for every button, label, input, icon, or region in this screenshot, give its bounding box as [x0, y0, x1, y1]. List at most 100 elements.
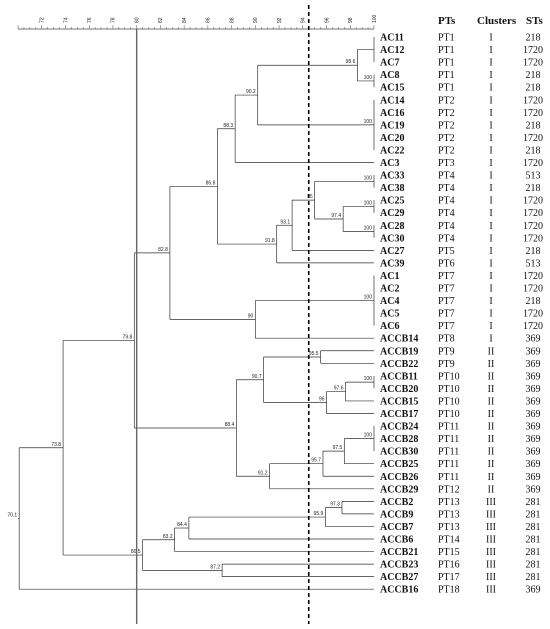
cluster-value: III: [486, 497, 496, 508]
st-value: 218: [526, 296, 541, 307]
strain-name: ACCB6: [380, 535, 413, 546]
column-header-pts: PTs: [438, 15, 456, 27]
table-row: ACCB9 PT13 III 281: [380, 509, 541, 520]
pt-value: PT10: [438, 396, 460, 407]
node-similarity-label: 84.4: [177, 522, 187, 528]
st-value: 1720: [523, 45, 543, 56]
table-row: ACCB23 PT16 III 281: [380, 560, 541, 571]
st-value: 281: [526, 535, 541, 546]
strain-name: AC29: [380, 208, 404, 219]
strain-name: AC7: [380, 58, 399, 69]
st-value: 1720: [523, 284, 543, 295]
strain-name: AC11: [380, 33, 404, 44]
pt-value: PT11: [438, 447, 459, 458]
pt-value: PT4: [438, 196, 455, 207]
st-value: 1720: [523, 196, 543, 207]
scale-tick-label: 96: [324, 17, 330, 23]
pt-value: PT2: [438, 145, 455, 156]
cluster-value: I: [489, 246, 492, 257]
pt-value: PT12: [438, 484, 460, 495]
table-row: AC5 PT7 I 1720: [380, 309, 543, 320]
cluster-value: I: [489, 158, 492, 169]
cluster-value: I: [489, 120, 492, 131]
scale-tick-label: 92: [277, 17, 283, 23]
table-row: AC7 PT1 I 1720: [380, 58, 543, 69]
cutoff-lines: [135, 5, 310, 624]
node-similarity-label: 86.8: [206, 180, 216, 186]
pt-value: PT13: [438, 497, 460, 508]
st-value: 1720: [523, 108, 543, 119]
st-value: 218: [526, 33, 541, 44]
pt-value: PT7: [438, 271, 455, 282]
table-header: PTs Clusters STs: [438, 15, 543, 27]
scale-tick-label: 86: [206, 17, 212, 23]
node-similarity-label: 70.1: [7, 512, 17, 518]
cluster-value: I: [489, 309, 492, 320]
strain-name: ACCB28: [380, 434, 418, 445]
table-row: AC30 PT4 I 1720: [380, 233, 543, 244]
st-value: 1720: [523, 233, 543, 244]
table-row: ACCB6 PT14 III 281: [380, 535, 541, 546]
cluster-value: II: [488, 371, 495, 382]
st-value: 1720: [523, 158, 543, 169]
strain-name: ACCB27: [380, 572, 418, 583]
table-row: AC29 PT4 I 1720: [380, 208, 543, 219]
strain-name: ACCB20: [380, 384, 418, 395]
node-similarity-label: 100: [364, 75, 373, 81]
strain-name: AC19: [380, 120, 404, 131]
st-value: 369: [526, 371, 541, 382]
st-value: 369: [526, 484, 541, 495]
pt-value: PT15: [438, 547, 460, 558]
table-row: ACCB2 PT13 III 281: [380, 497, 541, 508]
cluster-value: II: [488, 384, 495, 395]
table-row: AC4 PT7 I 218: [380, 296, 541, 307]
strain-name: ACCB11: [380, 371, 418, 382]
pt-value: PT7: [438, 309, 455, 320]
node-similarity-label: 90.7: [252, 374, 262, 380]
strain-name: AC38: [380, 183, 404, 194]
scale-tick-label: 98: [348, 17, 354, 23]
cluster-value: I: [489, 95, 492, 106]
cluster-value: II: [488, 447, 495, 458]
scale-tick-label: 72: [40, 17, 46, 23]
scale-tick-label: 100: [372, 14, 378, 23]
node-similarity-label: 73.8: [51, 442, 61, 448]
cluster-value: I: [489, 171, 492, 182]
node-similarity-label: 96: [319, 397, 325, 403]
node-similarity-label: 88.3: [223, 123, 233, 129]
st-value: 369: [526, 447, 541, 458]
scale-tick-label: 88: [229, 17, 235, 23]
node-similarity-label: 100: [364, 226, 373, 232]
table-row: ACCB14 PT8 I 369: [380, 334, 541, 345]
st-value: 369: [526, 409, 541, 420]
st-value: 1720: [523, 271, 543, 282]
st-value: 369: [526, 396, 541, 407]
node-similarity-label: 100: [364, 433, 373, 439]
pt-value: PT11: [438, 422, 459, 433]
st-value: 218: [526, 145, 541, 156]
cluster-value: II: [488, 484, 495, 495]
similarity-scale: 72 74 76 78 80 82 84 86 88 90 92 94 96 98 100: [17, 14, 378, 30]
cluster-value: II: [488, 346, 495, 357]
node-similarity-label: 95: [307, 194, 313, 200]
st-value: 513: [526, 258, 541, 269]
node-similarity-label: 88.4: [225, 422, 235, 428]
node-similarity-label: 90.2: [246, 89, 256, 95]
strain-name: ACCB25: [380, 459, 418, 470]
strain-name: AC2: [380, 284, 399, 295]
table-row: AC15 PT1 I 218: [380, 83, 541, 94]
cluster-value: II: [488, 359, 495, 370]
st-value: 369: [526, 334, 541, 345]
strain-name: ACCB24: [380, 422, 418, 433]
st-value: 281: [526, 560, 541, 571]
node-similarity-label: 100: [364, 175, 373, 181]
node-similarity-label: 95.7: [311, 458, 321, 464]
st-value: 1720: [523, 321, 543, 332]
table-row: AC28 PT4 I 1720: [380, 221, 543, 232]
st-value: 218: [526, 183, 541, 194]
pt-value: PT9: [438, 359, 455, 370]
pt-value: PT10: [438, 384, 460, 395]
node-similarity-label: 100: [364, 200, 373, 206]
strain-name: AC22: [380, 145, 404, 156]
cluster-value: III: [486, 585, 496, 596]
